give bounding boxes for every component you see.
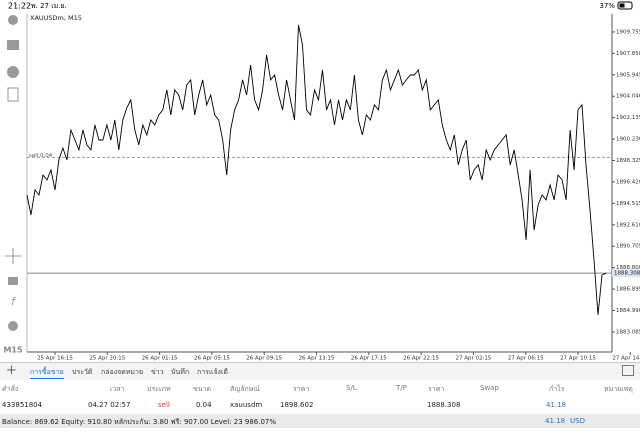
tab-bar: + การซื้อขาย ประวัติ กล่องจดหมาย ข่าว บันทึก… (0, 362, 640, 380)
column-header: ขนาด (193, 385, 212, 393)
price-line (26, 24, 607, 315)
x-tick-label: 25 Apr 20:15 (89, 356, 125, 362)
column-header: หมายเหตุ (604, 385, 633, 393)
y-tick-label: 1896.420 (616, 179, 640, 185)
x-tick-label: 27 Apr 14:15 (612, 356, 640, 362)
tab[interactable]: กล่องจดหมาย (101, 368, 144, 376)
y-tick-label: 1888.800 (616, 265, 640, 271)
x-tick-label: 26 Apr 13:15 (299, 356, 335, 362)
layout-button[interactable] (622, 365, 634, 376)
tab[interactable]: บันทึก (171, 368, 190, 376)
y-tick-label: 1900.230 (616, 137, 640, 143)
account-summary: Balance: 869.62 Equity: 910.80 หลักประกั… (2, 418, 277, 426)
column-header: T/P (396, 384, 407, 392)
column-header: ราคา (293, 385, 310, 393)
cell-order: 433851804 (2, 401, 43, 409)
x-tick-label: 26 Apr 01:15 (142, 356, 178, 362)
y-tick-label: 1886.895 (616, 287, 640, 293)
column-header: เวลา (110, 385, 125, 393)
y-tick-label: 1883.085 (616, 329, 640, 335)
column-header: กำไร (549, 385, 565, 393)
y-tick-label: 1892.610 (616, 222, 640, 228)
total-profit: 41.18 (545, 417, 566, 425)
indicator-icon[interactable] (8, 277, 18, 285)
footer-bar: Balance: 869.62 Equity: 910.80 หลักประกั… (0, 414, 640, 428)
tab[interactable]: การแจ้งเตื (197, 368, 228, 376)
tab[interactable]: ประวัติ (72, 368, 93, 376)
chart-view: 21:22 พ. 27 เม.ย. 37% XAUUSDm, M15 f M15… (3, 1, 640, 362)
x-tick-label: 26 Apr 17:15 (351, 356, 387, 362)
y-tick-label: 1904.040 (616, 94, 640, 100)
tab[interactable]: การซื้อขาย (30, 367, 64, 379)
chat-icon[interactable] (7, 66, 19, 78)
column-header: S/L (346, 384, 357, 392)
column-header: Swap (480, 384, 499, 392)
cell-profit: 41.18 (546, 401, 567, 409)
x-tick-label: 26 Apr 22:15 (403, 356, 439, 362)
y-tick-label: 1909.755 (616, 29, 640, 35)
y-tick-label: 1894.515 (616, 201, 640, 207)
crosshair-icon[interactable] (5, 248, 21, 264)
add-button[interactable]: + (6, 363, 17, 378)
y-tick-label: 1905.945 (616, 72, 640, 78)
y-tick-label: 1902.135 (616, 115, 640, 121)
column-header: สัญลักษณ์ (230, 385, 260, 393)
sidebar-icons: f (5, 15, 21, 331)
y-tick-label: 1907.850 (616, 51, 640, 57)
x-tick-label: 25 Apr 16:15 (37, 356, 73, 362)
y-tick-label: 1890.705 (616, 244, 640, 250)
x-tick-label: 27 Apr 02:15 (455, 356, 491, 362)
symbol-label: XAUUSDm, M15 (30, 14, 82, 22)
current-price-box (612, 269, 640, 278)
position-row[interactable]: 433851804 04.27 02:57 sell 0.04 xauusdm 1898.… (0, 397, 640, 413)
y-tick-label: 1898.325 (616, 158, 640, 164)
trade-icon[interactable] (7, 40, 19, 50)
add-icon[interactable] (7, 87, 19, 102)
cell-price: 1898.602 (280, 401, 314, 409)
battery-fill (619, 3, 625, 8)
column-header: คำสั่ง (2, 385, 19, 393)
x-tick-label: 26 Apr 09:15 (246, 356, 282, 362)
account-icon[interactable] (8, 15, 18, 25)
tab[interactable]: ข่าว (151, 368, 164, 376)
column-header: ประเภท (147, 385, 171, 393)
cell-symbol: xauusdm (230, 401, 263, 409)
battery-icon (617, 1, 633, 10)
cell-type: sell (158, 401, 170, 409)
function-icon[interactable]: f (11, 295, 17, 308)
y-tick-label: 1884.990 (616, 308, 640, 314)
timeframe-button[interactable]: M15 (3, 346, 23, 355)
x-tick-label: 26 Apr 05:15 (194, 356, 230, 362)
status-time: 21:22 (8, 2, 31, 11)
sell-line-label: sell 0.04 (29, 153, 53, 159)
cell-current-price: 1888.308 (427, 401, 461, 409)
battery-level: 37% (599, 2, 615, 10)
column-header: ราคา (428, 385, 445, 393)
objects-icon[interactable] (8, 321, 18, 331)
x-tick-label: 27 Apr 10:15 (560, 356, 596, 362)
status-date: พ. 27 เม.ย. (31, 2, 67, 10)
cell-size: 0.04 (196, 401, 212, 409)
table-header: คำสั่ง เวลา ประเภท ขนาด สัญลักษณ์ ราคา S/L T/P ร… (0, 380, 640, 395)
current-price-label: 1888.308 (614, 271, 640, 277)
currency: USD (570, 417, 585, 425)
x-tick-label: 27 Apr 06:15 (508, 356, 544, 362)
cell-time: 04.27 02:57 (88, 401, 131, 409)
